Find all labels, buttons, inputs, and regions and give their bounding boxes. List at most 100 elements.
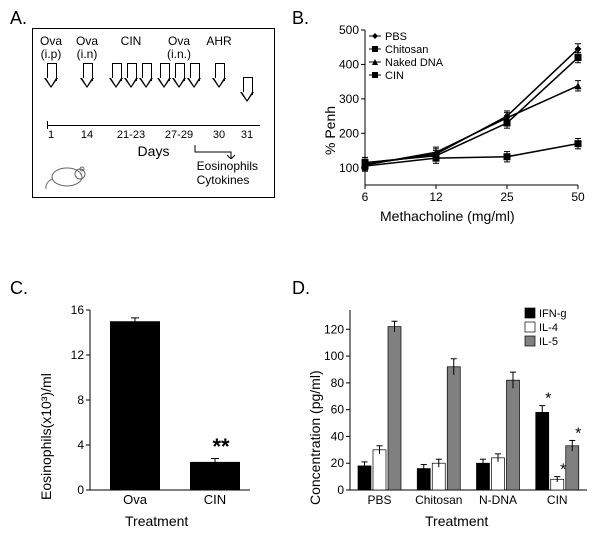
down-arrow-icon bbox=[80, 63, 94, 89]
timeline-column bbox=[231, 35, 263, 103]
panel-c-xlabel: Treatment bbox=[125, 513, 188, 529]
ytick-label: 80 bbox=[331, 376, 345, 390]
panel-c-svg: 0 4 8 12 16 Ova CIN ** bbox=[40, 300, 260, 530]
panel-b-label: B. bbox=[292, 8, 309, 29]
bar bbox=[373, 450, 386, 490]
xtick-label: 6 bbox=[362, 190, 369, 204]
legend-label: IL-5 bbox=[539, 336, 558, 348]
cytokines-label: Cytokines bbox=[197, 173, 258, 187]
marker-icon bbox=[362, 163, 369, 170]
marker-icon bbox=[575, 82, 582, 89]
panel-a-diagram: Days Eosinophils Cytokines Ova(i.p)1Ova(… bbox=[32, 28, 275, 198]
ytick-label: 100 bbox=[324, 349, 344, 363]
ytick-label: 0 bbox=[337, 483, 344, 497]
ytick-label: 20 bbox=[331, 456, 345, 470]
ytick-label: 40 bbox=[331, 429, 345, 443]
bar bbox=[190, 462, 240, 490]
panel-d-svg: 020406080100120PBSChitosanN-DNA***CINIFN… bbox=[305, 300, 595, 530]
mouse-icon bbox=[43, 157, 87, 191]
down-arrow-icon bbox=[187, 63, 201, 89]
bracket-arrow bbox=[193, 145, 237, 159]
timeline-column: Ova(i.n.) bbox=[157, 35, 201, 89]
ytick-label: 300 bbox=[339, 92, 359, 106]
panel-a-label: A. bbox=[10, 8, 27, 29]
down-arrow-icon bbox=[124, 63, 138, 89]
panel-b-chart: 100 200 300 400 500 6 12 25 50 PBSChitosanNaked D… bbox=[320, 20, 585, 225]
legend-label: Naked DNA bbox=[385, 57, 444, 69]
bar bbox=[110, 321, 160, 490]
legend-label: CIN bbox=[385, 70, 404, 82]
series-line bbox=[365, 144, 578, 166]
bar bbox=[566, 446, 579, 490]
xtick-label: Ova bbox=[123, 492, 148, 507]
ytick-label: 12 bbox=[71, 348, 85, 362]
timeline-column: Ova(i.n) bbox=[71, 35, 103, 89]
marker-icon bbox=[575, 140, 582, 147]
bar bbox=[492, 458, 505, 490]
series-line bbox=[365, 86, 578, 165]
ytick-label: 200 bbox=[339, 126, 359, 140]
xtick-label: 50 bbox=[571, 190, 585, 204]
timeline-column-label: (i.n.) bbox=[157, 48, 201, 61]
down-arrow-icon bbox=[172, 63, 186, 89]
timeline-column: CIN bbox=[109, 35, 153, 89]
down-arrow-icon bbox=[44, 63, 58, 89]
ytick-label: 400 bbox=[339, 57, 359, 71]
panel-d-chart: 020406080100120PBSChitosanN-DNA***CINIFN… bbox=[305, 300, 595, 530]
ytick-label: 0 bbox=[77, 483, 84, 497]
ytick-label: 100 bbox=[339, 161, 359, 175]
panel-c-ylabel: Eosinophils(x10³)/ml bbox=[38, 373, 54, 500]
bar bbox=[536, 412, 549, 490]
eosinophils-cytokines-label: Eosinophils Cytokines bbox=[197, 159, 258, 187]
legend: PBSChitosanNaked DNACIN bbox=[369, 31, 444, 82]
ytick-label: 4 bbox=[77, 438, 84, 452]
panel-d-ylabel: Concentration (pg/ml) bbox=[307, 370, 323, 505]
panel-d-xlabel: Treatment bbox=[425, 513, 488, 529]
ytick-label: 120 bbox=[324, 322, 344, 336]
xtick-label: 25 bbox=[500, 190, 514, 204]
significance-label: * bbox=[575, 425, 581, 442]
significance-label: ** bbox=[212, 434, 230, 459]
bar bbox=[388, 327, 401, 490]
panel-b-svg: 100 200 300 400 500 6 12 25 50 PBSChitosanNaked D… bbox=[320, 20, 585, 225]
down-arrow-icon bbox=[240, 77, 254, 103]
ytick-label: 16 bbox=[71, 303, 85, 317]
down-arrow-icon bbox=[157, 63, 171, 89]
timeline-tick-label: 27-29 bbox=[157, 129, 201, 141]
xtick-label: 12 bbox=[429, 190, 443, 204]
xtick-label: PBS bbox=[367, 493, 391, 507]
legend-label: PBS bbox=[385, 31, 407, 43]
panel-b-ylabel: % Penh bbox=[322, 106, 338, 155]
timeline-tick-label: 1 bbox=[35, 129, 67, 141]
legend: IFN-g IL-4 IL-5 bbox=[525, 308, 567, 348]
legend-label: IL-4 bbox=[539, 322, 558, 334]
timeline-tick-label: 21-23 bbox=[109, 129, 153, 141]
timeline-column-label: (i.n) bbox=[71, 48, 103, 61]
marker-icon bbox=[504, 153, 511, 160]
down-arrow-icon bbox=[212, 63, 226, 89]
panel-b-xlabel: Methacholine (mg/ml) bbox=[380, 208, 515, 224]
timeline-axis bbox=[47, 125, 260, 126]
bar bbox=[507, 380, 520, 490]
bar bbox=[447, 367, 460, 490]
ytick-label: 500 bbox=[339, 23, 359, 37]
timeline-column-label: (i.p) bbox=[35, 48, 67, 61]
down-arrow-icon bbox=[139, 63, 153, 89]
xtick-label: Chitosan bbox=[415, 493, 462, 507]
panel-c-chart: 0 4 8 12 16 Ova CIN ** Eosinophils(x10³)/ml Tre… bbox=[40, 300, 260, 530]
down-arrow-icon bbox=[109, 63, 123, 89]
timeline-tick-label: 14 bbox=[71, 129, 103, 141]
marker-icon bbox=[433, 155, 440, 162]
significance-label: * bbox=[545, 391, 551, 408]
eosinophils-label: Eosinophils bbox=[197, 159, 258, 173]
timeline-tick-label: 31 bbox=[231, 129, 263, 141]
panel-d-label: D. bbox=[292, 278, 310, 299]
ytick-label: 8 bbox=[77, 393, 84, 407]
legend-label: IFN-g bbox=[539, 308, 567, 320]
xtick-label: CIN bbox=[547, 493, 568, 507]
panel-c-label: C. bbox=[10, 278, 28, 299]
xtick-label: N-DNA bbox=[479, 493, 517, 507]
legend-label: Chitosan bbox=[385, 44, 428, 56]
xtick-label: CIN bbox=[204, 492, 226, 507]
ytick-label: 60 bbox=[331, 403, 345, 417]
